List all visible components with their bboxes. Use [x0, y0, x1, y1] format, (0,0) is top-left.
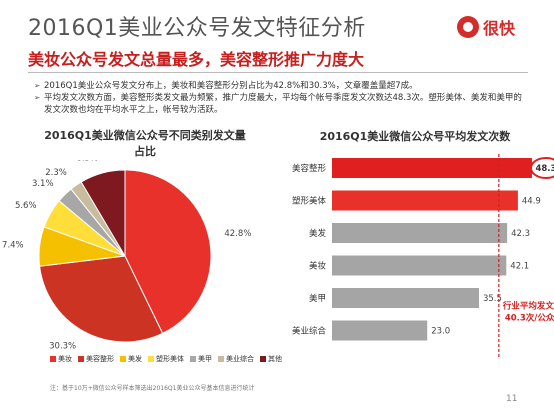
bar-value-0: 48.3 — [535, 164, 554, 174]
pie-slice-0 — [124, 169, 212, 335]
bar-chart-title: 2016Q1美业微信公众号平均发文次数 — [319, 130, 511, 143]
footnote: 注：基于10万+微信公众号样本筛选出2016Q1美业公众号基本信息进行统计 — [50, 385, 255, 392]
bar-category-2: 美发 — [309, 228, 327, 239]
legend-swatch-3 — [148, 356, 154, 362]
legend-label-3: 塑形美体 — [156, 355, 184, 363]
pie-label-3: 5.6% — [15, 201, 37, 211]
legend-item-2: 美发 — [120, 354, 142, 364]
bar-value-2: 42.3 — [511, 229, 530, 239]
page-number: 11 — [506, 394, 518, 404]
pie-label-2: 7.4% — [2, 240, 24, 250]
highlight-badge — [529, 157, 554, 179]
bar-category-5: 美业综合 — [292, 326, 327, 337]
bar-category-4: 美甲 — [309, 293, 326, 304]
pie-legend: 美妆 美容整形 美发 塑形美体 美甲 美业综合 其他 — [50, 354, 282, 364]
brand-logo: 很快 — [457, 14, 539, 40]
bar-chart: 美容整形 48.3 塑形美体 44.9 美发 42.3 美妆 42.1 美甲 35.5 美业综合 23… — [292, 154, 554, 357]
bullet-1: 2016Q1美业公众号发文分布上，美妆和美容整形分别占比为42.8%和30.3%… — [34, 80, 524, 92]
legend-label-2: 美发 — [128, 355, 142, 363]
legend-item-5: 美业综合 — [218, 354, 254, 364]
legend-label-1: 美容整形 — [86, 355, 114, 363]
bar-value-4: 35.5 — [483, 294, 502, 304]
pie-slice-1 — [39, 255, 164, 343]
pie-label-6: 8.5% — [76, 160, 98, 164]
legend-swatch-5 — [218, 356, 224, 362]
page-subtitle: 美妆公众号发文总量最多，美容整形推广力度大 — [28, 50, 365, 69]
legend-item-1: 美容整形 — [78, 354, 114, 364]
legend-label-0: 美妆 — [58, 355, 72, 363]
bar-category-1: 塑形美体 — [292, 196, 327, 207]
bar-0 — [332, 158, 532, 178]
bullet-2: 平均发文次数方面，美容整形类发文最为频繁，推广力度最大，平均每个帐号季度发文次数… — [34, 92, 524, 116]
pie-slice-6 — [80, 169, 126, 258]
pie-label-5: 2.3% — [45, 168, 67, 178]
legend-swatch-6 — [260, 356, 266, 362]
bar-2 — [332, 223, 508, 243]
bar-4 — [332, 288, 479, 308]
bar-value-3: 42.1 — [510, 262, 529, 272]
legend-item-6: 其他 — [260, 354, 282, 364]
legend-swatch-0 — [50, 356, 56, 362]
bar-5 — [332, 320, 428, 341]
logo-icon — [457, 16, 479, 38]
legend-label-6: 其他 — [268, 355, 282, 363]
bar-category-0: 美容整形 — [292, 163, 327, 174]
legend-item-4: 美甲 — [190, 354, 212, 364]
page-title: 2016Q1美业公众号发文特征分析 — [28, 16, 366, 41]
reference-label-line1: 行业平均发文 — [502, 301, 554, 312]
legend-swatch-2 — [120, 356, 126, 362]
logo-text: 很快 — [483, 19, 516, 38]
bar-1 — [332, 190, 518, 211]
bar-3 — [332, 255, 507, 276]
summary-bullets: 2016Q1美业公众号发文分布上，美妆和美容整形分别占比为42.8%和30.3%… — [34, 80, 524, 116]
legend-label-4: 美甲 — [198, 355, 212, 363]
pie-label-0: 42.8% — [224, 229, 251, 239]
pie-label-1: 30.3% — [49, 342, 76, 352]
bar-value-1: 44.9 — [522, 197, 541, 207]
pie-label-4: 3.1% — [32, 179, 54, 189]
pie-chart-title: 2016Q1美业微信公众号不同类别发文量占比 — [44, 129, 246, 158]
reference-label-line2: 40.3次/公众号 — [505, 313, 554, 324]
legend-item-3: 塑形美体 — [148, 354, 184, 364]
legend-label-5: 美业综合 — [226, 355, 254, 363]
legend-swatch-1 — [78, 356, 84, 362]
legend-swatch-4 — [190, 356, 196, 362]
bar-category-3: 美妆 — [309, 261, 327, 272]
divider — [28, 72, 528, 73]
pie-chart: 42.8% 30.3% 7.4% 5.6% 3.1%2.3% 8.5% — [2, 160, 251, 352]
bar-value-5: 23.0 — [431, 327, 450, 337]
legend-item-0: 美妆 — [50, 354, 72, 364]
